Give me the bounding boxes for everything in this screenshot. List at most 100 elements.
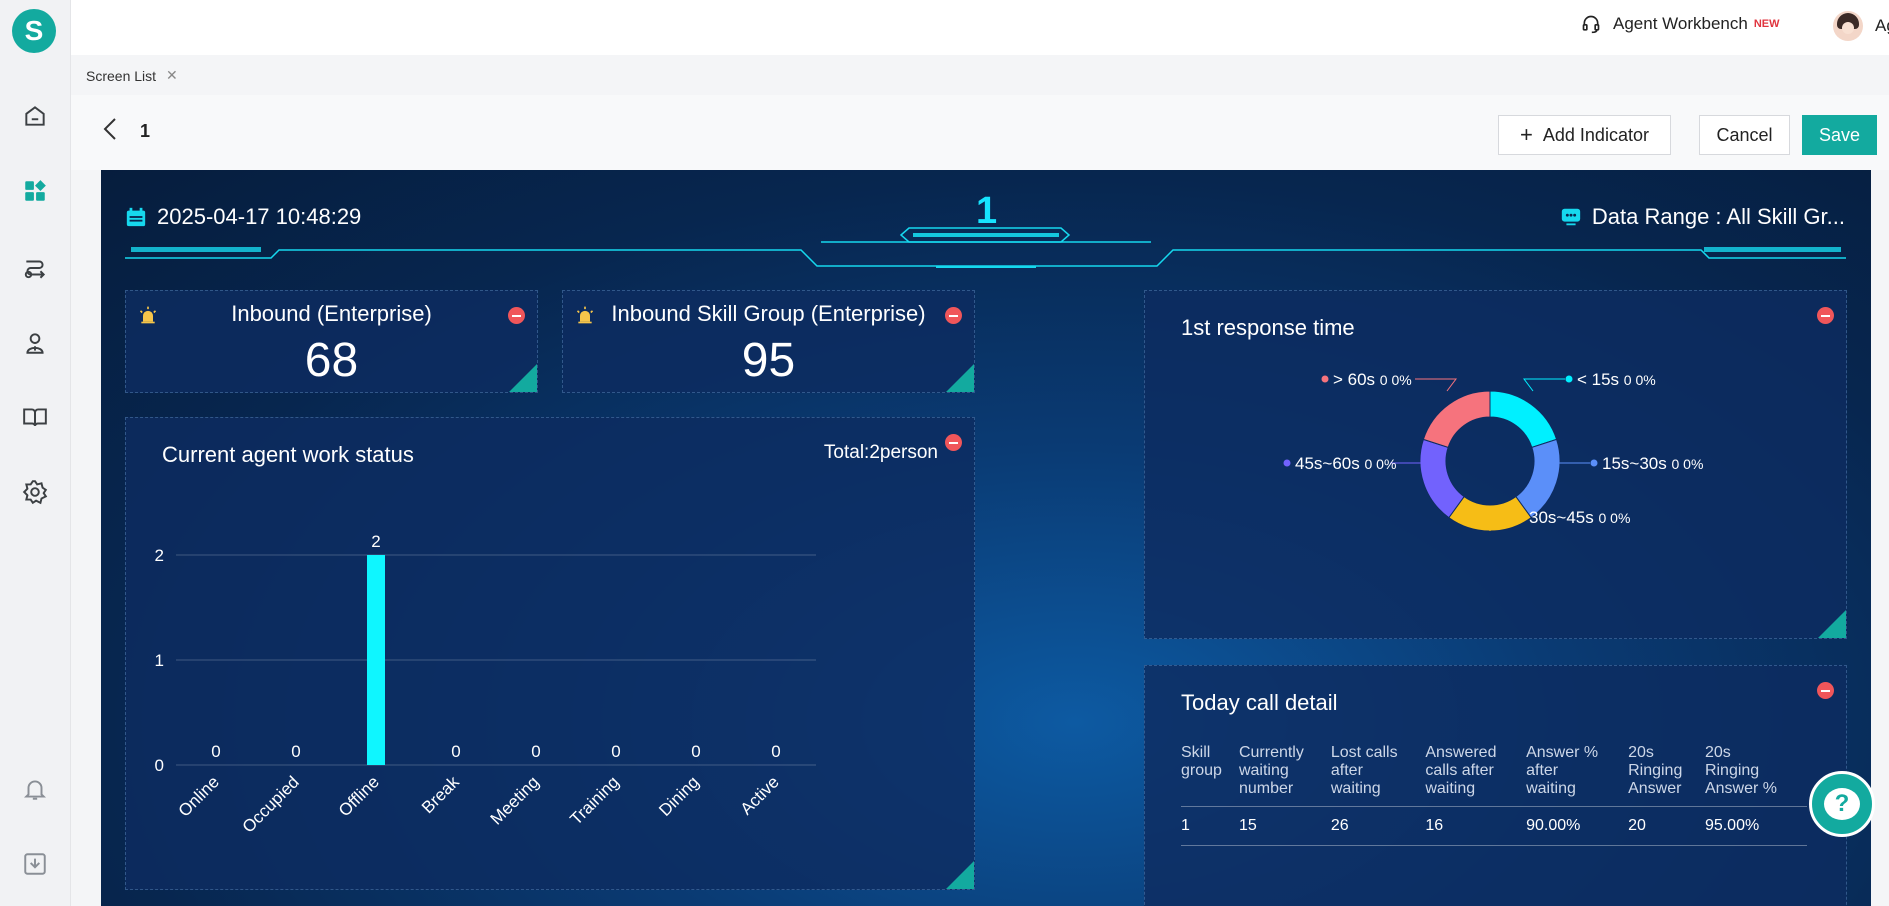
donut-label: 45s~60s 0 0% — [1295, 454, 1396, 473]
column-header-line: waiting — [1526, 780, 1576, 797]
sidebar: S — [0, 0, 71, 906]
first-response-time-panel[interactable]: 1st response time < 15s 0 0% 15s~30s 0 0%… — [1144, 290, 1847, 639]
tab-screen-list[interactable]: Screen List ✕ — [86, 67, 178, 84]
knowledge-book-icon[interactable] — [20, 402, 50, 432]
y-tick-label: 1 — [155, 651, 164, 670]
legend-dot — [1321, 375, 1329, 383]
x-tick-label: Online — [175, 772, 223, 820]
column-header-line: 20s — [1704, 744, 1731, 761]
download-icon[interactable] — [20, 849, 50, 879]
calendar-icon — [126, 207, 146, 227]
question-icon: ? — [1824, 788, 1860, 820]
stat-title: Inbound Skill Group (Enterprise) — [611, 301, 926, 326]
screen-name: 1 — [140, 121, 151, 141]
back-arrow-icon[interactable] — [103, 117, 117, 147]
column-header-line: Answer % — [1704, 780, 1777, 797]
header-decoration — [125, 227, 1846, 268]
tab-label: Screen List — [86, 67, 157, 84]
column-header-line: Ringing — [1628, 762, 1683, 779]
close-icon[interactable]: ✕ — [166, 67, 178, 83]
column-header-line: Answered — [1425, 744, 1497, 761]
notification-bell-icon[interactable] — [20, 774, 50, 804]
column-header: 20s Ringing Answer — [1628, 744, 1705, 807]
column-header-line: Skill — [1181, 744, 1211, 761]
legend-dot — [1517, 513, 1525, 521]
agent-icon[interactable] — [20, 328, 50, 358]
headset-icon — [1582, 15, 1600, 34]
bar-value-label: 0 — [211, 742, 220, 761]
bar — [367, 555, 385, 765]
bar-value-label: 0 — [771, 742, 780, 761]
remove-icon[interactable] — [508, 307, 525, 324]
stat-value: 95 — [741, 334, 796, 387]
add-indicator-button[interactable]: + Add Indicator — [1498, 115, 1671, 155]
remove-icon[interactable] — [945, 307, 962, 324]
table-cell: 20 — [1628, 806, 1705, 846]
dashboard-canvas: 2025-04-17 10:48:29 1 Data Range : All S… — [101, 170, 1871, 906]
column-header-line: 20s — [1628, 744, 1654, 761]
inbound-enterprise-panel[interactable]: Inbound (Enterprise) 68 — [125, 290, 538, 393]
tab-bar: Screen List ✕ — [71, 55, 1889, 95]
column-header: Lost calls after waiting — [1330, 744, 1426, 807]
agent-work-status-panel[interactable]: Current agent work status Total:2person … — [125, 417, 975, 890]
column-header: Answer % after waiting — [1526, 744, 1629, 807]
resize-handle-icon[interactable] — [946, 364, 974, 392]
bar-value-label: 0 — [531, 742, 540, 761]
leader-line — [1415, 378, 1457, 392]
donut-label: 15s~30s 0 0% — [1602, 454, 1703, 473]
dashboard-title: 1 — [976, 190, 998, 232]
avatar — [1833, 11, 1863, 41]
x-tick-label: Dining — [655, 772, 703, 820]
agent-status-bar-chart: 0 1 2 0 Online 0 Occupied 2 Offline 0 Break 0 Meetin… — [155, 532, 816, 837]
resize-handle-icon[interactable] — [1818, 610, 1846, 638]
remove-icon[interactable] — [1817, 307, 1834, 324]
settings-gear-icon[interactable] — [20, 477, 50, 507]
total-count: Total:2person — [823, 442, 938, 463]
data-range-text: Data Range : All Skill Gr... — [1591, 204, 1845, 229]
routing-icon[interactable] — [20, 253, 50, 283]
user-menu[interactable]: Agent ▼ — [1833, 11, 1889, 41]
stat-value: 68 — [304, 334, 359, 387]
save-button[interactable]: Save — [1802, 115, 1877, 155]
inbound-skill-group-panel[interactable]: Inbound Skill Group (Enterprise) 95 — [562, 290, 975, 393]
column-header-line: waiting — [1425, 780, 1476, 797]
donut-slice — [1419, 438, 1465, 519]
cancel-button[interactable]: Cancel — [1699, 115, 1790, 155]
column-header-line: after — [1526, 762, 1559, 779]
panel-title: Current agent work status — [162, 442, 414, 467]
resize-handle-icon[interactable] — [509, 364, 537, 392]
panel-title: 1st response time — [1181, 315, 1355, 340]
column-header-line: waiting — [1238, 762, 1289, 779]
donut-label: 30s~45s 0 0% — [1529, 508, 1630, 527]
bar-value-label: 0 — [691, 742, 700, 761]
table-cell: 26 — [1330, 806, 1426, 846]
column-header: Skill group — [1181, 744, 1239, 807]
today-call-detail-panel[interactable]: Today call detail Skill group Currently wai… — [1144, 665, 1847, 906]
table-cell: 15 — [1238, 806, 1331, 846]
bar-value-label: 0 — [611, 742, 620, 761]
workbench-label: Agent Workbench — [1613, 14, 1748, 33]
column-header-line: Answer — [1628, 780, 1682, 797]
resize-handle-icon[interactable] — [946, 861, 974, 889]
remove-icon[interactable] — [945, 434, 962, 451]
response-time-donut-chart: < 15s 0 0% 15s~30s 0 0% 30s~45s 0 0% 45s~60… — [1283, 370, 1703, 532]
donut-label: < 15s 0 0% — [1577, 370, 1656, 389]
y-tick-label: 2 — [155, 546, 164, 565]
plus-icon: + — [1520, 122, 1533, 147]
x-tick-label: Active — [737, 772, 783, 818]
home-icon[interactable] — [20, 101, 50, 131]
bar-value-label: 2 — [371, 532, 380, 551]
help-chat-button[interactable]: ? — [1809, 771, 1875, 837]
dashboard-icon[interactable] — [20, 176, 50, 206]
remove-icon[interactable] — [1817, 682, 1834, 699]
x-tick-label: Break — [418, 772, 463, 817]
bar-value-label: 0 — [291, 742, 300, 761]
table-cell: 1 — [1181, 806, 1239, 846]
column-header-line: after — [1330, 762, 1363, 779]
data-range: Data Range : All Skill Gr... — [1560, 204, 1845, 230]
table-header-row: Skill group Currently waiting number Lost cal… — [1181, 744, 1807, 807]
agent-workbench-link[interactable]: Agent Workbench NEW — [1581, 14, 1780, 34]
stat-title: Inbound (Enterprise) — [231, 301, 432, 326]
donut-slice — [1422, 390, 1491, 449]
app-logo[interactable]: S — [12, 9, 56, 53]
